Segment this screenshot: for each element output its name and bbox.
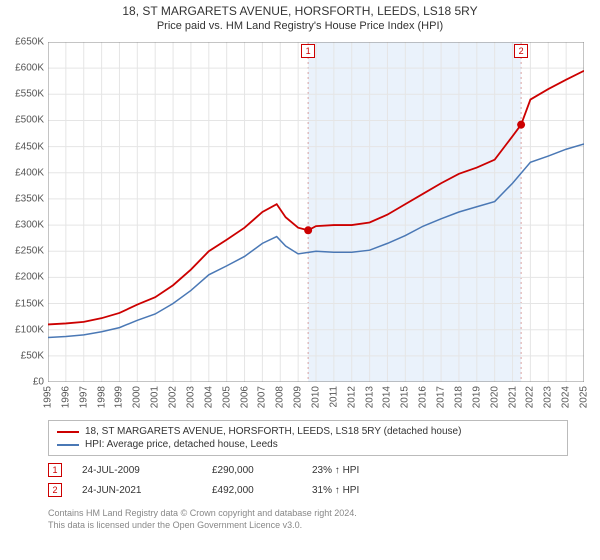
sale-flag-1: 1 xyxy=(301,44,315,58)
x-axis-label: 1997 xyxy=(78,386,89,408)
sale-pct: 31% ↑ HPI xyxy=(312,485,412,496)
x-axis-label: 2023 xyxy=(543,386,554,408)
x-axis-label: 2001 xyxy=(150,386,161,408)
x-axis-label: 2016 xyxy=(418,386,429,408)
x-axis-label: 1995 xyxy=(43,386,54,408)
x-axis-label: 2015 xyxy=(400,386,411,408)
y-axis-label: £100K xyxy=(4,324,44,335)
x-axis-label: 2013 xyxy=(364,386,375,408)
sale-date: 24-JUN-2021 xyxy=(82,485,192,496)
y-axis-label: £350K xyxy=(4,193,44,204)
x-axis-label: 2022 xyxy=(525,386,536,408)
chart-area: £0£50K£100K£150K£200K£250K£300K£350K£400… xyxy=(48,42,584,382)
x-axis-label: 2009 xyxy=(293,386,304,408)
sale-date: 24-JUL-2009 xyxy=(82,465,192,476)
x-axis-label: 2021 xyxy=(507,386,518,408)
x-axis-label: 2011 xyxy=(328,386,339,408)
x-axis-label: 2020 xyxy=(489,386,500,408)
y-axis-label: £50K xyxy=(4,350,44,361)
chart-container: 18, ST MARGARETS AVENUE, HORSFORTH, LEED… xyxy=(0,0,600,560)
y-axis-label: £250K xyxy=(4,246,44,257)
footer-line1: Contains HM Land Registry data © Crown c… xyxy=(48,508,568,520)
x-axis-label: 2017 xyxy=(436,386,447,408)
chart-subtitle: Price paid vs. HM Land Registry's House … xyxy=(0,18,600,32)
sale-price: £290,000 xyxy=(212,465,292,476)
legend-item: 18, ST MARGARETS AVENUE, HORSFORTH, LEED… xyxy=(57,425,559,438)
y-axis-label: £200K xyxy=(4,272,44,283)
x-axis-label: 2025 xyxy=(579,386,590,408)
x-axis-label: 1998 xyxy=(96,386,107,408)
y-axis-label: £300K xyxy=(4,220,44,231)
sale-row: 2 24-JUN-2021 £492,000 31% ↑ HPI xyxy=(48,480,568,500)
x-axis-label: 2024 xyxy=(561,386,572,408)
y-axis-label: £500K xyxy=(4,115,44,126)
x-axis-label: 2008 xyxy=(275,386,286,408)
x-axis-label: 2012 xyxy=(346,386,357,408)
y-axis-label: £650K xyxy=(4,37,44,48)
chart-svg xyxy=(48,42,584,382)
legend-label: HPI: Average price, detached house, Leed… xyxy=(85,439,278,450)
sale-price: £492,000 xyxy=(212,485,292,496)
legend-label: 18, ST MARGARETS AVENUE, HORSFORTH, LEED… xyxy=(85,426,461,437)
x-axis-label: 1999 xyxy=(114,386,125,408)
y-axis-label: £400K xyxy=(4,167,44,178)
x-axis-label: 2002 xyxy=(168,386,179,408)
sale-flag-2: 2 xyxy=(514,44,528,58)
footer-line2: This data is licensed under the Open Gov… xyxy=(48,520,568,532)
x-axis-label: 2006 xyxy=(239,386,250,408)
sale-marker: 2 xyxy=(48,483,62,497)
legend-swatch xyxy=(57,431,79,433)
sale-marker: 1 xyxy=(48,463,62,477)
legend-item: HPI: Average price, detached house, Leed… xyxy=(57,438,559,451)
x-axis-label: 2010 xyxy=(311,386,322,408)
sale-row: 1 24-JUL-2009 £290,000 23% ↑ HPI xyxy=(48,460,568,480)
x-axis-label: 2003 xyxy=(185,386,196,408)
y-axis-label: £550K xyxy=(4,89,44,100)
x-axis-label: 2019 xyxy=(471,386,482,408)
sale-pct: 23% ↑ HPI xyxy=(312,465,412,476)
y-axis-label: £150K xyxy=(4,298,44,309)
legend-swatch xyxy=(57,444,79,446)
y-axis-label: £0 xyxy=(4,377,44,388)
y-axis-label: £600K xyxy=(4,63,44,74)
footer: Contains HM Land Registry data © Crown c… xyxy=(48,508,568,531)
x-axis-label: 2005 xyxy=(221,386,232,408)
x-axis-label: 2014 xyxy=(382,386,393,408)
x-axis-label: 2004 xyxy=(203,386,214,408)
x-axis-label: 2000 xyxy=(132,386,143,408)
chart-title: 18, ST MARGARETS AVENUE, HORSFORTH, LEED… xyxy=(0,0,600,18)
x-axis-label: 2018 xyxy=(453,386,464,408)
x-axis-label: 1996 xyxy=(60,386,71,408)
x-axis-label: 2007 xyxy=(257,386,268,408)
legend: 18, ST MARGARETS AVENUE, HORSFORTH, LEED… xyxy=(48,420,568,456)
y-axis-label: £450K xyxy=(4,141,44,152)
sales-list: 1 24-JUL-2009 £290,000 23% ↑ HPI 2 24-JUN-202… xyxy=(48,460,568,500)
